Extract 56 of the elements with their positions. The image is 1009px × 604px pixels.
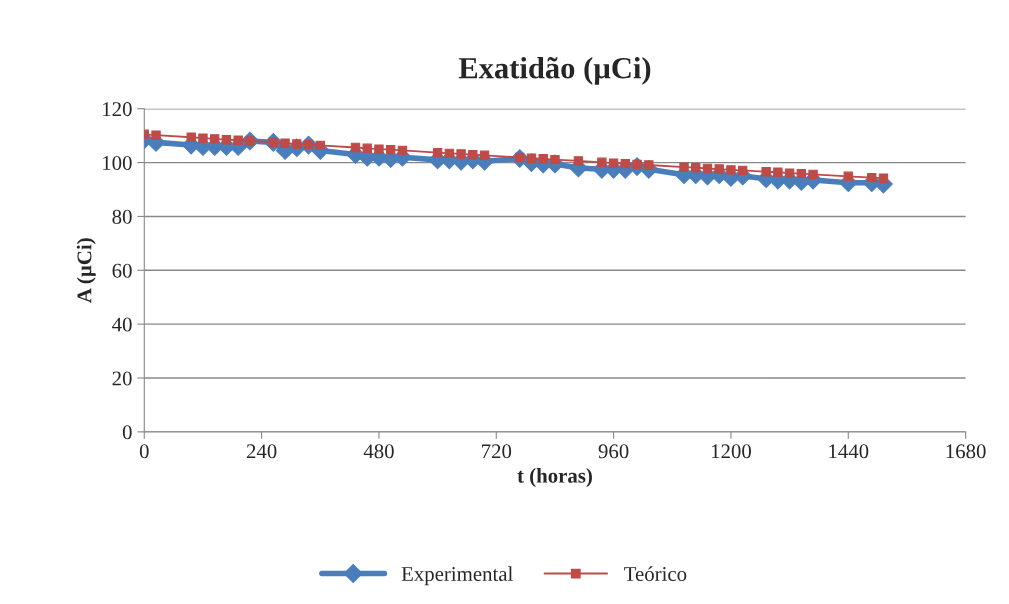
point: [444, 148, 455, 159]
point: [456, 149, 466, 159]
point: [432, 147, 443, 158]
point: [796, 168, 807, 179]
point: [573, 156, 584, 166]
point: [468, 150, 478, 160]
y-tick-label: 100: [103, 155, 132, 171]
point: [784, 168, 795, 178]
point: [738, 165, 748, 176]
point: [210, 134, 220, 144]
y-tick-label: 120: [103, 102, 132, 117]
x-tick-label: 480: [363, 444, 394, 459]
y-axis-title: A (µCi): [76, 238, 96, 303]
legend-label: Experimental: [401, 566, 513, 586]
point: [597, 157, 607, 167]
x-tick-label: 1440: [829, 444, 869, 459]
point: [280, 138, 290, 148]
point: [878, 173, 889, 183]
point: [702, 163, 713, 174]
point: [151, 130, 161, 140]
point: [608, 158, 619, 168]
point: [538, 154, 548, 164]
point: [691, 163, 701, 173]
point: [726, 165, 736, 175]
x-tick-label: 1680: [946, 444, 986, 459]
y-tick-label: 60: [112, 263, 132, 278]
x-tick-label: 960: [598, 444, 629, 459]
y-tick-label: 0: [122, 425, 132, 440]
point: [198, 133, 208, 143]
x-tick-label: 1200: [711, 444, 751, 459]
point: [843, 171, 853, 181]
point: [867, 172, 877, 183]
point: [386, 144, 396, 155]
y-tick-label: 80: [112, 209, 132, 224]
point: [233, 135, 243, 145]
point: [350, 142, 361, 153]
y-tick-label: 40: [112, 317, 132, 332]
point: [397, 145, 408, 156]
point: [186, 132, 196, 142]
point: [374, 144, 384, 154]
point: [773, 167, 783, 177]
point: [620, 158, 631, 169]
point: [761, 167, 771, 177]
point: [714, 164, 724, 174]
x-tick-label: 720: [482, 444, 512, 459]
chart-title: Exatidão (µCi): [458, 56, 651, 85]
x-tick-label: 0: [139, 444, 149, 459]
point: [479, 150, 490, 160]
point: [362, 143, 372, 153]
legend-label: Teórico: [624, 566, 687, 582]
x-axis-title: t (horas): [517, 468, 592, 488]
point: [221, 135, 232, 145]
y-tick-label: 20: [112, 371, 132, 386]
x-tick-label: 240: [246, 444, 277, 459]
point: [808, 169, 818, 180]
point: [679, 162, 689, 172]
